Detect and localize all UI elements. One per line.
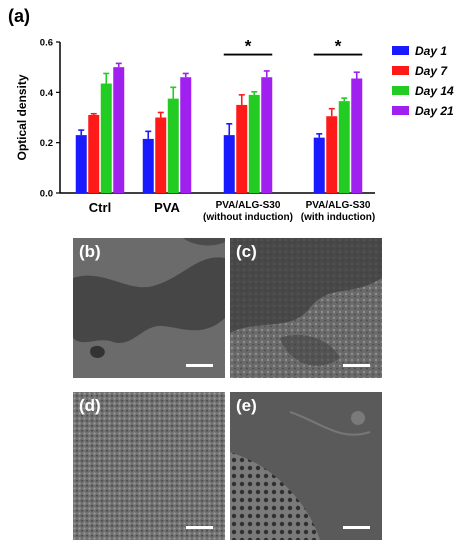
bar: [88, 114, 100, 193]
sem-panel-b: (b): [73, 238, 225, 378]
significance-markers: * *: [223, 37, 363, 56]
bar: [180, 77, 192, 193]
bar: [236, 104, 248, 193]
legend-swatch: [392, 46, 409, 55]
panel-label-d: (d): [79, 396, 101, 415]
x-tick-label-sub: (without induction): [203, 212, 293, 223]
bar: [142, 138, 154, 193]
bar: [113, 67, 125, 193]
sem-image-b: [73, 238, 225, 378]
x-tick-label: Ctrl: [89, 200, 111, 215]
legend-swatch: [392, 66, 409, 75]
bar: [261, 77, 273, 193]
sem-panel-e: (e): [230, 392, 382, 540]
legend-label: Day 14: [415, 84, 454, 98]
panel-label-e: (e): [236, 396, 257, 415]
y-tick-label: 0.6: [40, 38, 53, 49]
legend-label: Day 7: [415, 64, 448, 78]
bar: [351, 78, 363, 193]
legend-label: Day 1: [415, 44, 447, 58]
sem-panel-c: (c): [230, 238, 382, 378]
significance-asterisk: *: [335, 37, 342, 56]
y-axis-label: Optical density: [15, 74, 29, 160]
bar: [167, 98, 179, 193]
y-tick-label: 0.4: [40, 88, 54, 99]
legend-label: Day 21: [415, 104, 454, 118]
bar: [338, 101, 350, 193]
x-tick-label-sub: (with induction): [301, 212, 375, 223]
sem-panel-d: (d): [73, 392, 225, 540]
bar-chart: (a) Optical density 0.0 0.2 0.4 0.6 Ctrl PVA…: [8, 6, 454, 223]
y-tick-label: 0.2: [40, 138, 53, 149]
x-tick-label: PVA/ALG-S30: [216, 200, 281, 211]
sem-image-d: [73, 392, 225, 540]
scale-bar: [186, 364, 213, 367]
panel-label-b: (b): [79, 242, 101, 261]
x-tick-label: PVA: [154, 200, 180, 215]
bar-series: [75, 62, 363, 193]
bar: [313, 137, 325, 193]
bar: [100, 83, 112, 193]
bar: [155, 117, 167, 193]
bar: [326, 116, 338, 193]
figure-label-a: (a): [8, 6, 30, 26]
scale-bar: [343, 364, 370, 367]
scale-bar: [186, 526, 213, 529]
scale-bar: [343, 526, 370, 529]
legend: Day 1 Day 7 Day 14 Day 21: [392, 44, 454, 118]
x-tick-label: PVA/ALG-S30: [306, 200, 371, 211]
significance-asterisk: *: [245, 37, 252, 56]
sem-image-c: [230, 238, 382, 378]
y-tick-label: 0.0: [40, 189, 53, 200]
x-tick-labels: Ctrl PVA PVA/ALG-S30(without induction)PVA…: [89, 200, 375, 223]
bar: [75, 135, 87, 193]
legend-swatch: [392, 106, 409, 115]
legend-swatch: [392, 86, 409, 95]
panel-label-c: (c): [236, 242, 257, 261]
bar: [248, 94, 260, 193]
bar: [223, 135, 235, 193]
sem-image-e: [230, 392, 382, 540]
